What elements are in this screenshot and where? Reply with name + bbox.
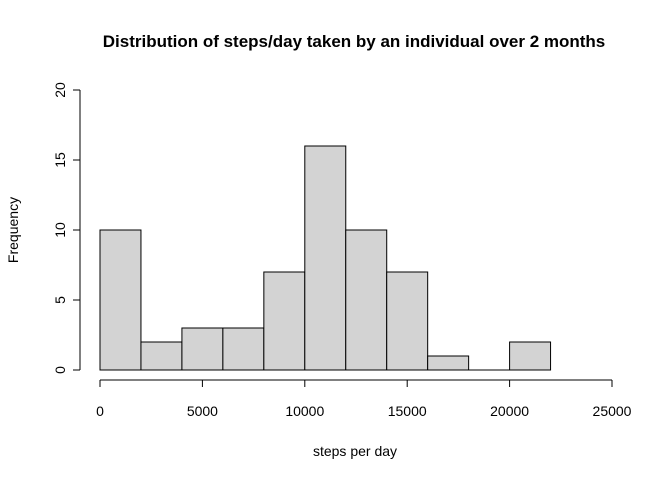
histogram-bar bbox=[140, 341, 183, 371]
y-tick-label: 0 bbox=[52, 366, 68, 374]
x-tick-label: 0 bbox=[96, 403, 104, 419]
y-axis: 0 5 10 15 20 bbox=[52, 82, 81, 374]
y-tick-label: 5 bbox=[52, 296, 68, 304]
histogram-bar bbox=[345, 229, 388, 371]
y-tick-label: 20 bbox=[52, 82, 68, 98]
y-axis-label: Frequency bbox=[5, 197, 21, 263]
histogram-bar bbox=[181, 327, 224, 371]
x-tick-label: 20000 bbox=[490, 403, 529, 419]
x-tick-label: 15000 bbox=[388, 403, 427, 419]
x-tick-label: 10000 bbox=[285, 403, 324, 419]
histogram-bar bbox=[427, 355, 470, 371]
y-tick-label: 10 bbox=[52, 222, 68, 238]
histogram-bar bbox=[99, 229, 142, 371]
y-tick-label: 15 bbox=[52, 152, 68, 168]
histogram-bar bbox=[509, 341, 552, 371]
histogram-bar bbox=[263, 271, 306, 371]
histogram-bar bbox=[386, 271, 429, 371]
x-axis-label: steps per day bbox=[313, 443, 397, 459]
histogram-bar bbox=[304, 145, 347, 371]
chart-title: Distribution of steps/day taken by an in… bbox=[103, 32, 606, 51]
x-tick-label: 25000 bbox=[593, 403, 632, 419]
x-axis: 0 5000 10000 15000 20000 25000 bbox=[96, 379, 632, 419]
bars-group bbox=[99, 145, 552, 371]
x-tick-label: 5000 bbox=[187, 403, 218, 419]
histogram-bar bbox=[222, 327, 265, 371]
